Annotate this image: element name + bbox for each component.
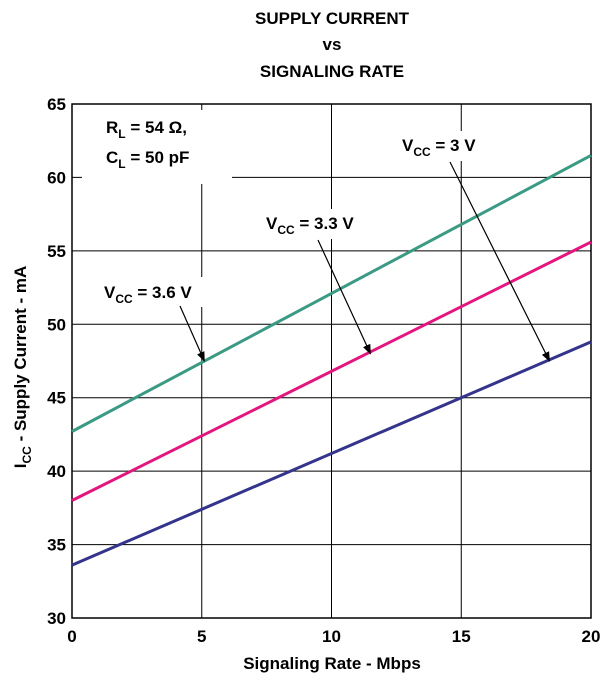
x-tick-labels: 0 5 10 15 20 (67, 627, 600, 646)
series-label-3v: VCC = 3 V (402, 136, 476, 159)
cl-condition: CL = 50 pF (106, 148, 189, 171)
x-tick-label: 15 (452, 627, 471, 646)
y-tick-label: 30 (47, 609, 66, 628)
y-tick-label: 65 (47, 95, 66, 114)
label-bg-3v3 (260, 209, 390, 239)
y-tick-label: 45 (47, 389, 66, 408)
arrow-0 (179, 305, 205, 362)
x-tick-label: 20 (582, 627, 601, 646)
y-tick-label: 60 (47, 168, 66, 187)
series-line-0 (71, 154, 592, 433)
y-tick-label: 40 (47, 462, 66, 481)
plot-frame (71, 103, 592, 619)
conditions-box (82, 110, 232, 184)
y-tick-label: 50 (47, 315, 66, 334)
chart-title-line-1: SUPPLY CURRENT (255, 9, 410, 28)
series-line-2 (71, 340, 592, 567)
y-tick-label: 35 (47, 536, 66, 555)
x-axis-label: Signaling Rate - Mbps (243, 654, 421, 673)
chart-title-line-2: vs (323, 35, 342, 54)
series-label-3v6: VCC = 3.6 V (104, 283, 192, 306)
series-line-1 (71, 240, 592, 502)
y-tick-labels: 30 35 40 45 50 55 60 65 (47, 95, 66, 628)
y-axis-label: ICC - Supply Current - mA (11, 266, 34, 468)
arrow-2 (449, 161, 551, 362)
y-tick-label: 55 (47, 242, 66, 261)
annotation-arrows (179, 161, 551, 362)
series-label-3v3: VCC = 3.3 V (266, 214, 354, 237)
x-tick-label: 10 (322, 627, 341, 646)
label-bg-3v6 (98, 277, 246, 307)
label-bg-3v (396, 131, 508, 161)
chart-title-line-3: SIGNALING RATE (260, 62, 404, 81)
x-tick-label: 0 (67, 627, 76, 646)
arrow-1 (317, 239, 371, 355)
x-tick-label: 5 (197, 627, 206, 646)
rl-condition: RL = 54 Ω, (106, 118, 187, 141)
series-lines (71, 154, 592, 567)
